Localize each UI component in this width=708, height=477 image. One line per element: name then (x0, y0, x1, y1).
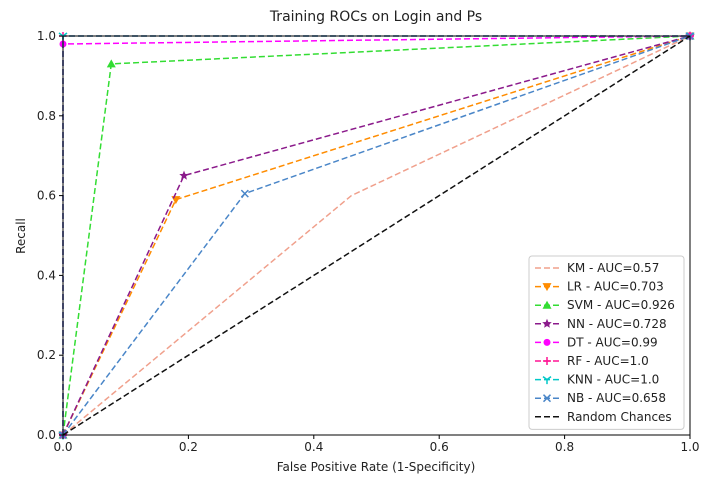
series-line (62, 35, 691, 436)
legend-label: KNN - AUC=1.0 (567, 373, 659, 387)
y-tick-label: 1.0 (37, 29, 56, 43)
series-line (62, 35, 691, 436)
data-point (179, 170, 189, 180)
legend-label: NN - AUC=0.728 (567, 317, 667, 331)
y-axis: 0.0 0.2 0.4 0.6 0.8 1.0 (37, 29, 63, 442)
legend-box (528, 255, 685, 430)
legend-item: NB - AUC=0.658 (535, 391, 666, 405)
x-axis: 0.0 0.2 0.4 0.6 0.8 1.0 (53, 435, 700, 454)
x-axis-label: False Positive Rate (1-Specificity) (277, 460, 476, 474)
y-axis-label: Recall (14, 218, 28, 254)
legend-item: RF - AUC=1.0 (535, 354, 649, 368)
data-point (542, 318, 552, 328)
chart-title: Training ROCs on Login and Ps (269, 9, 482, 25)
legend-item: KM - AUC=0.57 (535, 261, 659, 275)
plot-frame (62, 35, 691, 436)
legend-label: KM - AUC=0.57 (567, 261, 659, 275)
legend-label: RF - AUC=1.0 (567, 354, 649, 368)
data-point (542, 283, 552, 292)
x-tick-label: 0.6 (430, 440, 449, 454)
legend-label: Random Chances (567, 410, 672, 424)
data-point (106, 59, 116, 68)
y-tick-label: 0.2 (37, 348, 56, 362)
data-point (543, 357, 551, 365)
legend-item: DT - AUC=0.99 (535, 335, 658, 349)
legend-label: DT - AUC=0.99 (567, 335, 658, 349)
data-point (542, 376, 552, 385)
series-8 (62, 35, 691, 436)
data-point (542, 300, 552, 309)
data-point (171, 196, 181, 205)
data-point (240, 189, 249, 198)
x-tick-label: 0.2 (179, 440, 198, 454)
y-tick-label: 0.6 (37, 189, 56, 203)
x-tick-label: 0.8 (555, 440, 574, 454)
series-line (62, 35, 691, 436)
x-tick-label: 0.0 (53, 440, 72, 454)
legend-item: NN - AUC=0.728 (535, 317, 667, 331)
data-point (542, 394, 552, 403)
legend-label: LR - AUC=0.703 (567, 280, 664, 294)
y-tick-label: 0.8 (37, 109, 56, 123)
legend-label: NB - AUC=0.658 (567, 391, 666, 405)
legend-item: LR - AUC=0.703 (535, 280, 664, 294)
x-tick-label: 0.4 (304, 440, 323, 454)
legend-item: SVM - AUC=0.926 (535, 298, 675, 312)
legend-label: SVM - AUC=0.926 (567, 298, 675, 312)
legend-item: Random Chances (535, 410, 672, 424)
x-tick-label: 1.0 (680, 440, 699, 454)
legend-item: KNN - AUC=1.0 (535, 373, 659, 387)
legend: KM - AUC=0.57 LR - AUC=0.703 SVM - AUC=0.9… (528, 255, 685, 430)
y-tick-label: 0.4 (37, 268, 56, 282)
series-0 (62, 35, 691, 436)
y-tick-label: 0.0 (37, 428, 56, 442)
data-point (543, 338, 551, 346)
